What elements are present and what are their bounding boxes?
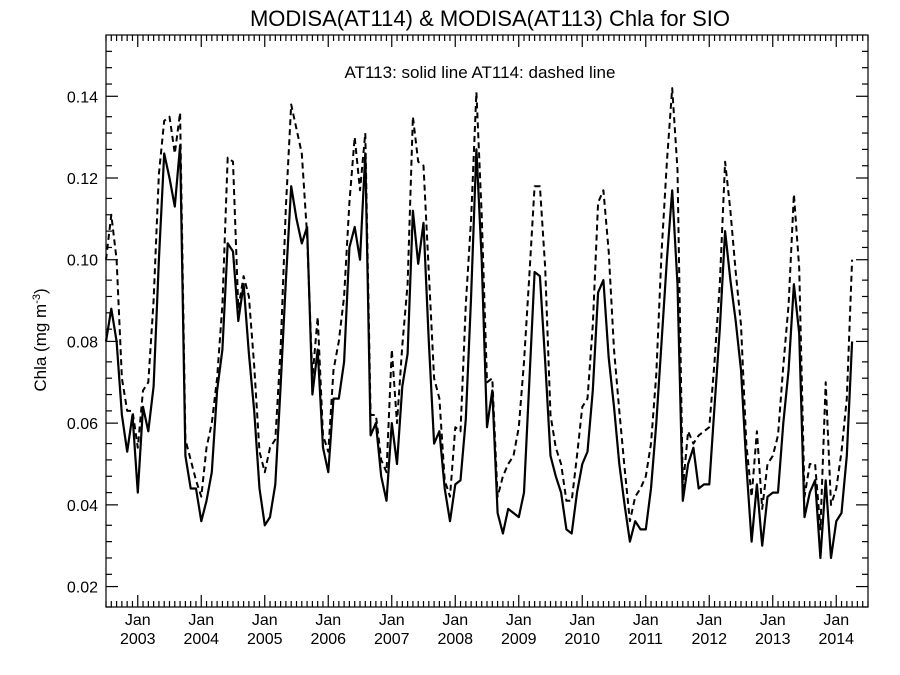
x-tick-label-month: Jan	[696, 612, 722, 629]
x-tick-label-year: 2012	[691, 631, 727, 648]
x-tick-label-month: Jan	[188, 612, 214, 629]
x-tick-label-month: Jan	[506, 612, 532, 629]
line-style-annotation: AT113: solid line AT114: dashed line	[345, 63, 616, 82]
y-tick-label: 0.02	[67, 580, 98, 597]
x-tick-label-year: 2006	[310, 631, 346, 648]
x-tick-label-month: Jan	[125, 612, 151, 629]
x-tick-label-year: 2005	[247, 631, 283, 648]
x-tick-label-year: 2009	[501, 631, 537, 648]
x-tick-label-month: Jan	[569, 612, 595, 629]
y-tick-label: 0.06	[67, 416, 98, 433]
series-at114-line	[105, 87, 854, 531]
series-layer	[104, 87, 854, 560]
x-tick-label-year: 2004	[183, 631, 219, 648]
x-tick-label-year: 2014	[818, 631, 854, 648]
x-axis-ticks: Jan 2003 Jan 2004 Jan 2005 Jan 2006 Jan 2007 Jan 20…	[105, 35, 869, 648]
x-tick-label-month: Jan	[315, 612, 341, 629]
y-tick-label: 0.12	[67, 171, 98, 188]
x-tick-label-month: Jan	[442, 612, 468, 629]
x-tick-label-year: 2007	[374, 631, 410, 648]
x-tick-label-month: Jan	[823, 612, 849, 629]
x-tick-label-year: 2003	[120, 631, 156, 648]
y-axis-label: Chla (mg m-3)	[31, 288, 50, 391]
y-tick-label: 0.04	[67, 498, 98, 515]
x-tick-label-year: 2010	[564, 631, 600, 648]
x-tick-label-year: 2011	[629, 631, 664, 648]
x-tick-label-month: Jan	[760, 612, 786, 629]
y-axis-label-exponent: -3	[31, 294, 43, 304]
x-tick-label-year: 2013	[755, 631, 791, 648]
chart-title: MODISA(AT114) & MODISA(AT113) Chla for S…	[250, 6, 730, 31]
y-tick-label: 0.08	[67, 334, 98, 351]
y-axis-ticks: 0.02 0.04 0.06 0.08 0.10 0.12 0.14	[67, 50, 868, 608]
x-tick-label-month: Jan	[252, 612, 278, 629]
x-tick-label-year: 2008	[437, 631, 473, 648]
y-tick-label: 0.10	[67, 253, 98, 270]
series-at113-line	[104, 144, 854, 560]
y-tick-label: 0.14	[67, 89, 98, 106]
x-tick-label-month: Jan	[633, 612, 659, 629]
x-tick-label-month: Jan	[379, 612, 405, 629]
